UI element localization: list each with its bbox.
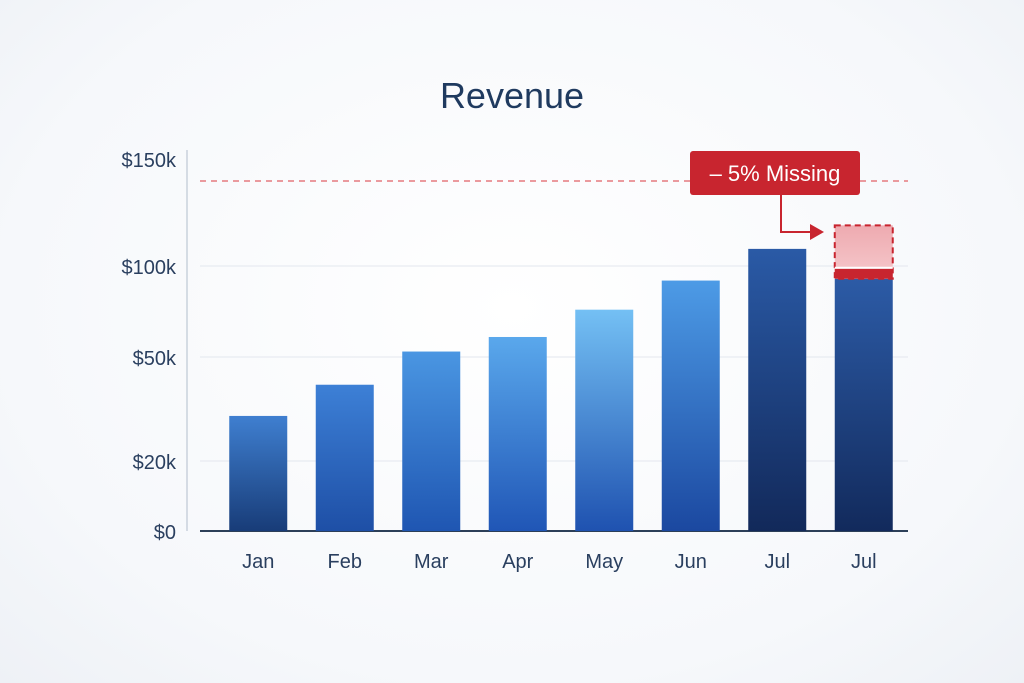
bar-mar-2: [402, 351, 461, 531]
y-tick-label: $100k: [122, 257, 177, 279]
y-tick-label: $20k: [133, 452, 177, 474]
annotation-arrow: [780, 195, 824, 240]
bars: [229, 224, 894, 531]
y-tick-label: $150k: [122, 150, 177, 172]
y-tick-label: $0: [154, 522, 176, 544]
bar-jul-6: [748, 248, 807, 531]
x-tick-label: Jul: [764, 551, 790, 573]
chart-title: Revenue: [440, 75, 584, 116]
x-tick-labels: Jan Feb Mar Apr May Jun Jul Jul: [242, 551, 876, 573]
bar-jan-0: [229, 415, 288, 531]
x-tick-label: May: [585, 551, 623, 573]
bar-feb-1: [315, 384, 374, 531]
missing-accent-strip: [834, 268, 893, 279]
y-tick-labels: $0 $20k $50k $100k $150k: [122, 150, 177, 544]
missing-annotation: – 5% Missing: [690, 151, 860, 240]
annotation-text: – 5% Missing: [710, 161, 841, 186]
bar-apr-3: [488, 336, 547, 531]
y-tick-label: $50k: [133, 348, 177, 370]
x-tick-label: Jun: [675, 551, 707, 573]
bar-jun-5: [661, 280, 720, 531]
bar-jul-7: [834, 278, 893, 531]
bar-may-4: [575, 309, 634, 531]
annotation-box: [690, 151, 860, 195]
x-tick-label: Jul: [851, 551, 877, 573]
x-tick-label: Apr: [502, 551, 533, 573]
x-tick-label: Jan: [242, 551, 274, 573]
x-tick-label: Feb: [328, 551, 362, 573]
x-tick-label: Mar: [414, 551, 449, 573]
